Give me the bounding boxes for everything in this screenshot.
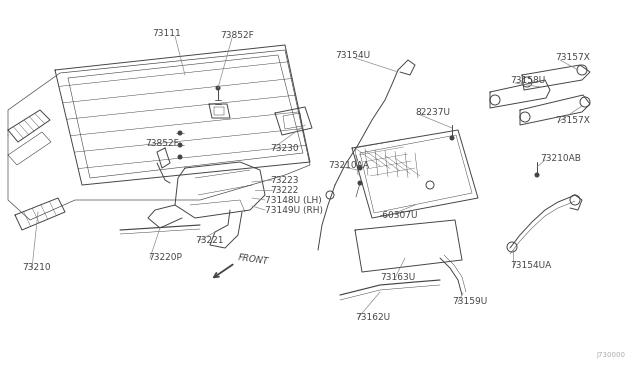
Text: 73852F: 73852F: [220, 31, 253, 39]
Text: 73852F: 73852F: [145, 138, 179, 148]
Circle shape: [358, 166, 362, 170]
Text: 73210AA: 73210AA: [328, 160, 369, 170]
Text: FRONT: FRONT: [237, 253, 269, 267]
Text: 73157X: 73157X: [555, 52, 590, 61]
Text: 73158U: 73158U: [510, 76, 545, 84]
Circle shape: [178, 155, 182, 159]
Text: 73223: 73223: [270, 176, 298, 185]
Text: J730000: J730000: [596, 352, 625, 358]
Text: 73163U: 73163U: [380, 273, 415, 282]
Text: 73210AB: 73210AB: [540, 154, 581, 163]
Circle shape: [216, 86, 220, 90]
Text: 73157X: 73157X: [555, 115, 590, 125]
Text: 73221: 73221: [195, 235, 223, 244]
Text: 73162U: 73162U: [355, 314, 390, 323]
Text: 82237U: 82237U: [415, 108, 450, 116]
Circle shape: [450, 136, 454, 140]
Text: 73159U: 73159U: [452, 298, 487, 307]
Circle shape: [178, 131, 182, 135]
Text: 73154UA: 73154UA: [510, 260, 551, 269]
Circle shape: [535, 173, 539, 177]
Text: 73222: 73222: [270, 186, 298, 195]
Text: 73230: 73230: [270, 144, 299, 153]
Text: 73111: 73111: [152, 29, 180, 38]
Text: 73220P: 73220P: [148, 253, 182, 262]
Text: 73148U (LH): 73148U (LH): [265, 196, 322, 205]
Text: 73149U (RH): 73149U (RH): [265, 205, 323, 215]
Circle shape: [358, 181, 362, 185]
Text: 73210: 73210: [22, 263, 51, 273]
Circle shape: [178, 143, 182, 147]
Text: -60307U: -60307U: [380, 211, 419, 219]
Text: 73154U: 73154U: [335, 51, 370, 60]
